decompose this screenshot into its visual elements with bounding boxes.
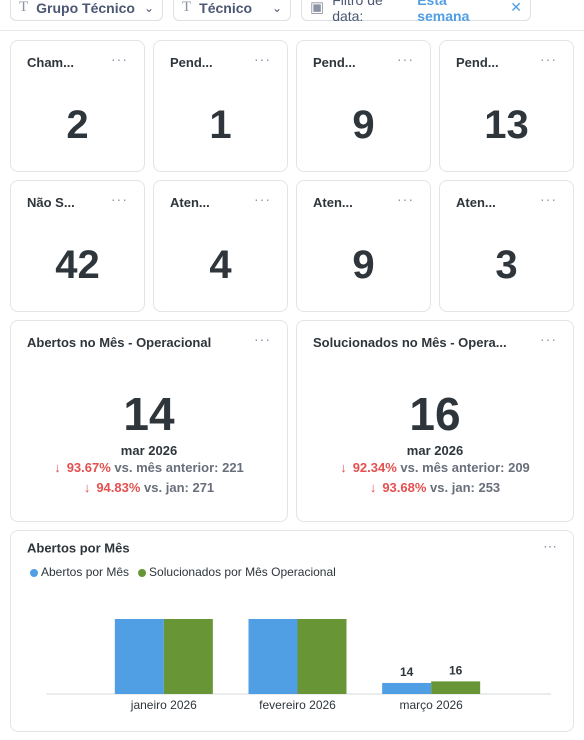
down-arrow: ↓ bbox=[54, 460, 61, 475]
scalar-card: Cham... ··· 2 bbox=[10, 40, 145, 172]
card-title: Pend... bbox=[456, 55, 499, 70]
data-label: 14 bbox=[400, 665, 414, 679]
filter-icon: ▣ bbox=[310, 0, 325, 16]
more-menu[interactable]: ··· bbox=[254, 191, 271, 207]
dropdown-chevron: ⌄ bbox=[143, 0, 154, 15]
x-tick-label: fevereiro 2026 bbox=[259, 698, 336, 712]
scalar-card: Aten... ··· 9 bbox=[296, 180, 431, 312]
dropdown-chevron: ⌄ bbox=[271, 0, 282, 15]
change: 93.68% bbox=[382, 480, 427, 495]
period: mar 2026 bbox=[406, 443, 464, 458]
filter-value: Esta semana bbox=[417, 0, 470, 24]
card-title: Pend... bbox=[170, 55, 213, 70]
more-menu[interactable]: ··· bbox=[111, 51, 128, 67]
bar bbox=[248, 619, 298, 694]
more-menu[interactable]: ··· bbox=[540, 331, 557, 347]
down-arrow: ↓ bbox=[369, 480, 377, 495]
scalar-card: Pend... ··· 9 bbox=[296, 40, 431, 172]
comparison-value: 221 bbox=[222, 460, 244, 475]
legend-dot bbox=[30, 569, 38, 577]
down-arrow: ↓ bbox=[83, 480, 91, 495]
more-menu[interactable]: ··· bbox=[540, 51, 557, 67]
scalar-card: Não S... ··· 42 bbox=[10, 180, 145, 312]
more-menu[interactable]: ··· bbox=[397, 51, 414, 67]
card-value: 4 bbox=[209, 243, 232, 287]
more-menu[interactable]: ··· bbox=[254, 331, 271, 347]
comparison: ↓ 94.83% vs. jan: 271 bbox=[11, 480, 287, 495]
card-value: 9 bbox=[352, 103, 375, 147]
filter-label: Grupo Técnico bbox=[36, 0, 135, 16]
change: 93.67% bbox=[66, 460, 111, 475]
card-value: 9 bbox=[352, 243, 375, 287]
filter-label: Filtro de data: bbox=[332, 0, 383, 24]
bar bbox=[297, 619, 347, 694]
chart-title: Abertos por Mês bbox=[27, 540, 130, 555]
legend-dot bbox=[138, 569, 147, 577]
data-label: 16 bbox=[449, 664, 463, 678]
x-tick-label: janeiro 2026 bbox=[130, 698, 197, 712]
trend-card: Solucionados no Mês - Opera... ··· 16 mar 2… bbox=[296, 320, 574, 522]
comparison: ↓ 93.68% vs. jan: 253 bbox=[297, 480, 573, 495]
scalar-card: Pend... ··· 13 bbox=[439, 40, 574, 172]
bar bbox=[163, 619, 213, 694]
bar bbox=[431, 681, 481, 694]
card-title: Aten... bbox=[456, 195, 496, 210]
chart-card: Abertos por Mês ··· Abertos por Mês Soluc… bbox=[10, 530, 574, 732]
clear-filter[interactable]: ✕ bbox=[510, 0, 522, 15]
card-title: Pend... bbox=[313, 55, 356, 70]
card-title: Solucionados no Mês - Opera... bbox=[313, 335, 507, 350]
period: mar 2026 bbox=[120, 443, 178, 458]
bar bbox=[114, 619, 164, 694]
comparison-label: vs. jan: bbox=[144, 480, 189, 495]
comparison-label: vs. jan: bbox=[430, 480, 475, 495]
card-value: 42 bbox=[55, 243, 100, 287]
comparison-value: 253 bbox=[478, 480, 501, 495]
comparison-value: 271 bbox=[192, 480, 215, 495]
top-divider bbox=[0, 30, 584, 31]
filter-button[interactable]: T Grupo Técnico ⌄ bbox=[10, 0, 163, 21]
trend-card: Abertos no Mês - Operacional ··· 14 mar 202… bbox=[10, 320, 288, 522]
down-arrow: ↓ bbox=[340, 460, 347, 475]
comparison: ↓ 93.67% vs. mês anterior: 221 bbox=[11, 460, 287, 475]
legend-label: Abertos por Mês bbox=[41, 565, 129, 579]
card-value: 14 bbox=[123, 388, 175, 440]
bar bbox=[382, 682, 432, 694]
filter-icon: T bbox=[182, 0, 192, 15]
card-title: Aten... bbox=[313, 195, 353, 210]
change: 92.34% bbox=[352, 460, 397, 475]
card-value: 16 bbox=[409, 388, 461, 440]
filter-button[interactable]: T Técnico ⌄ bbox=[173, 0, 291, 21]
change: 94.83% bbox=[96, 480, 141, 495]
card-value: 1 bbox=[209, 103, 232, 147]
more-menu[interactable]: ··· bbox=[397, 191, 414, 207]
filter-icon: T bbox=[19, 0, 29, 15]
comparison-label: vs. mês anterior: bbox=[400, 460, 505, 475]
card-title: Abertos no Mês - Operacional bbox=[27, 335, 212, 350]
comparison-label: vs. mês anterior: bbox=[114, 460, 219, 475]
card-value: 2 bbox=[66, 103, 89, 147]
card-title: Aten... bbox=[170, 195, 210, 210]
card-title: Cham... bbox=[27, 55, 74, 70]
card-value: 13 bbox=[484, 103, 529, 147]
comparison: ↓ 92.34% vs. mês anterior: 209 bbox=[297, 460, 573, 475]
scalar-card: Pend... ··· 1 bbox=[153, 40, 288, 172]
more-menu[interactable]: ··· bbox=[254, 51, 271, 67]
legend-label: Solucionados por Mês Operacional bbox=[149, 565, 336, 579]
more-menu[interactable]: ··· bbox=[111, 191, 128, 207]
filter-label: Técnico bbox=[199, 0, 253, 16]
comparison-value: 209 bbox=[508, 460, 530, 475]
chart: Abertos por Mês ··· Abertos por Mês Soluc… bbox=[27, 538, 557, 712]
bars bbox=[114, 619, 481, 694]
scalar-card: Aten... ··· 4 bbox=[153, 180, 288, 312]
x-tick-label: março 2026 bbox=[399, 698, 463, 712]
more-menu[interactable]: ··· bbox=[540, 191, 557, 207]
filter-button[interactable]: ▣ Filtro de data: Esta semana ✕ bbox=[301, 0, 531, 24]
scalar-card: Aten... ··· 3 bbox=[439, 180, 574, 312]
card-title: Não S... bbox=[27, 195, 75, 210]
more-menu[interactable]: ··· bbox=[543, 538, 557, 554]
card-value: 3 bbox=[495, 243, 518, 287]
